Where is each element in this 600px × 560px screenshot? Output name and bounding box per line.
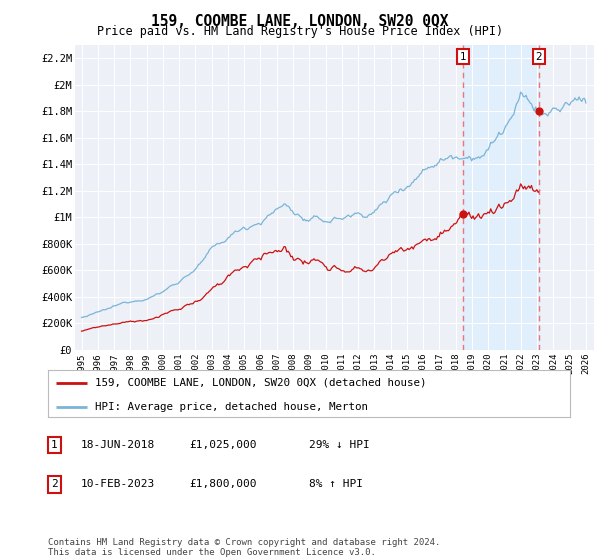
Text: 2: 2 [51, 479, 58, 489]
Text: Price paid vs. HM Land Registry's House Price Index (HPI): Price paid vs. HM Land Registry's House … [97, 25, 503, 38]
Text: 2: 2 [536, 52, 542, 62]
Text: 10-FEB-2023: 10-FEB-2023 [81, 479, 155, 489]
Text: Contains HM Land Registry data © Crown copyright and database right 2024.
This d: Contains HM Land Registry data © Crown c… [48, 538, 440, 557]
Text: £1,800,000: £1,800,000 [189, 479, 257, 489]
Text: 1: 1 [460, 52, 467, 62]
Text: HPI: Average price, detached house, Merton: HPI: Average price, detached house, Mert… [95, 402, 368, 412]
Text: 18-JUN-2018: 18-JUN-2018 [81, 440, 155, 450]
Text: 1: 1 [51, 440, 58, 450]
Text: 29% ↓ HPI: 29% ↓ HPI [309, 440, 370, 450]
Text: 159, COOMBE LANE, LONDON, SW20 0QX (detached house): 159, COOMBE LANE, LONDON, SW20 0QX (deta… [95, 378, 427, 388]
Text: 159, COOMBE LANE, LONDON, SW20 0QX: 159, COOMBE LANE, LONDON, SW20 0QX [151, 14, 449, 29]
Text: 8% ↑ HPI: 8% ↑ HPI [309, 479, 363, 489]
Bar [463, 45, 539, 350]
Text: £1,025,000: £1,025,000 [189, 440, 257, 450]
